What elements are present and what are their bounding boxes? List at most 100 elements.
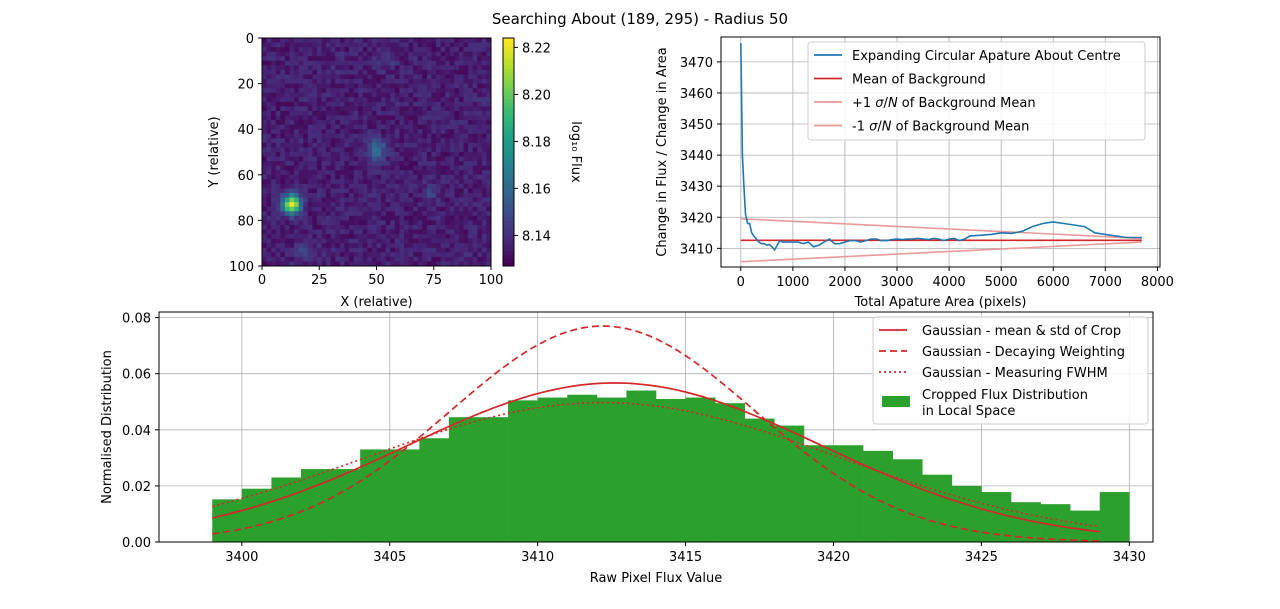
heatmap-cell <box>344 211 350 217</box>
heatmap-cell <box>289 247 295 253</box>
heatmap-cell <box>413 188 419 194</box>
colorbar-label: log₁₀ Flux <box>568 121 583 183</box>
heatmap-cell <box>390 69 396 75</box>
heatmap-cell <box>321 161 327 167</box>
heatmap-cell <box>312 51 318 57</box>
heatmap-cell <box>344 165 350 171</box>
heatmap-cell <box>413 183 419 189</box>
heatmap-cell <box>413 229 419 235</box>
heatmap-cell <box>330 252 336 258</box>
heatmap-cell <box>280 60 286 66</box>
figure-title: Searching About (189, 295) - Radius 50 <box>492 10 788 28</box>
heatmap-cell <box>362 220 368 226</box>
heatmap-cell <box>472 120 478 126</box>
heatmap-cell <box>271 88 277 94</box>
heatmap-cell <box>316 79 322 84</box>
heatmap-cell <box>367 188 373 194</box>
heatmap-cell <box>445 38 451 43</box>
heatmap-cell <box>394 92 400 98</box>
heatmap-cell <box>284 106 290 112</box>
colorbar-segment <box>503 239 514 244</box>
heatmap-cell <box>394 261 400 267</box>
heatmap-cell <box>440 138 446 144</box>
heatmap-cell <box>454 142 460 148</box>
heatmap-cell <box>422 188 428 194</box>
heatmap-cell <box>472 101 478 107</box>
heatmap-cell <box>403 97 409 103</box>
heatmap-cell <box>426 142 432 148</box>
heatmap-cell <box>280 229 286 235</box>
heatmap-cell <box>349 161 354 167</box>
heatmap-cell <box>440 161 446 167</box>
heatmap-cell <box>399 229 405 235</box>
heatmap-cell <box>294 188 300 194</box>
heatmap-cell <box>362 106 368 112</box>
y-tick-label: 3440 <box>680 149 713 164</box>
heatmap-cell <box>413 215 419 221</box>
heatmap-cell <box>326 51 332 57</box>
heatmap-cell <box>349 224 354 230</box>
heatmap-cell <box>413 97 419 103</box>
heatmap-cell <box>403 133 409 139</box>
heatmap-cell <box>408 215 414 221</box>
heatmap-cell <box>422 42 428 48</box>
heatmap-cell <box>486 106 492 112</box>
histogram-bar <box>271 477 302 542</box>
heatmap-cell <box>463 165 469 171</box>
heatmap-cell <box>371 256 377 262</box>
heatmap-cell <box>271 79 277 84</box>
heatmap-cell <box>371 42 377 48</box>
heatmap-cell <box>284 224 290 230</box>
heatmap-cell <box>440 202 446 208</box>
heatmap-cell <box>390 133 396 139</box>
heatmap-cell <box>367 229 373 235</box>
heatmap-cell <box>463 124 469 130</box>
heatmap-cell <box>312 147 318 153</box>
heatmap-cell <box>307 97 313 103</box>
heatmap-cell <box>385 42 391 48</box>
heatmap-cell <box>344 106 350 112</box>
heatmap-cell <box>431 101 437 107</box>
heatmap-cell <box>486 42 492 48</box>
heatmap-cell <box>294 261 300 267</box>
heatmap-cell <box>280 74 286 80</box>
heatmap-cell <box>371 120 377 126</box>
colorbar-segment <box>503 98 514 104</box>
heatmap-cell <box>275 42 281 48</box>
heatmap-cell <box>326 261 332 267</box>
heatmap-cell <box>422 88 428 94</box>
colorbar-segment <box>503 110 514 115</box>
heatmap-cell <box>262 47 267 53</box>
heatmap-cell <box>477 138 483 144</box>
heatmap-cell <box>294 47 300 53</box>
heatmap-cell <box>436 92 442 98</box>
heatmap-cell <box>385 92 391 98</box>
heatmap-cell <box>289 261 295 267</box>
heatmap-cell <box>280 56 286 62</box>
heatmap-cell <box>298 211 304 217</box>
heatmap-cell <box>481 261 487 267</box>
heatmap-cell <box>294 161 300 167</box>
heatmap-cell <box>289 183 295 189</box>
heatmap-cell <box>403 220 409 226</box>
y-tick-label: 60 <box>237 169 254 184</box>
heatmap-cell <box>321 115 327 121</box>
heatmap-cell <box>353 202 359 208</box>
heatmap-cell <box>298 197 304 203</box>
heatmap-cell <box>367 243 373 249</box>
heatmap-cell <box>294 110 300 116</box>
heatmap-cell <box>458 197 464 203</box>
heatmap-cell <box>367 92 373 98</box>
heatmap-cell <box>481 101 487 107</box>
heatmap-cell <box>376 65 382 71</box>
heatmap-cell <box>335 256 341 262</box>
heatmap-cell <box>289 138 295 144</box>
heatmap-cell <box>486 165 492 171</box>
heatmap-cell <box>339 220 345 226</box>
heatmap-cell <box>436 79 442 84</box>
heatmap-cell <box>316 220 322 226</box>
heatmap-cell <box>394 69 400 75</box>
heatmap-cell <box>417 92 423 98</box>
heatmap-cell <box>417 106 423 112</box>
heatmap-cell <box>298 56 304 62</box>
